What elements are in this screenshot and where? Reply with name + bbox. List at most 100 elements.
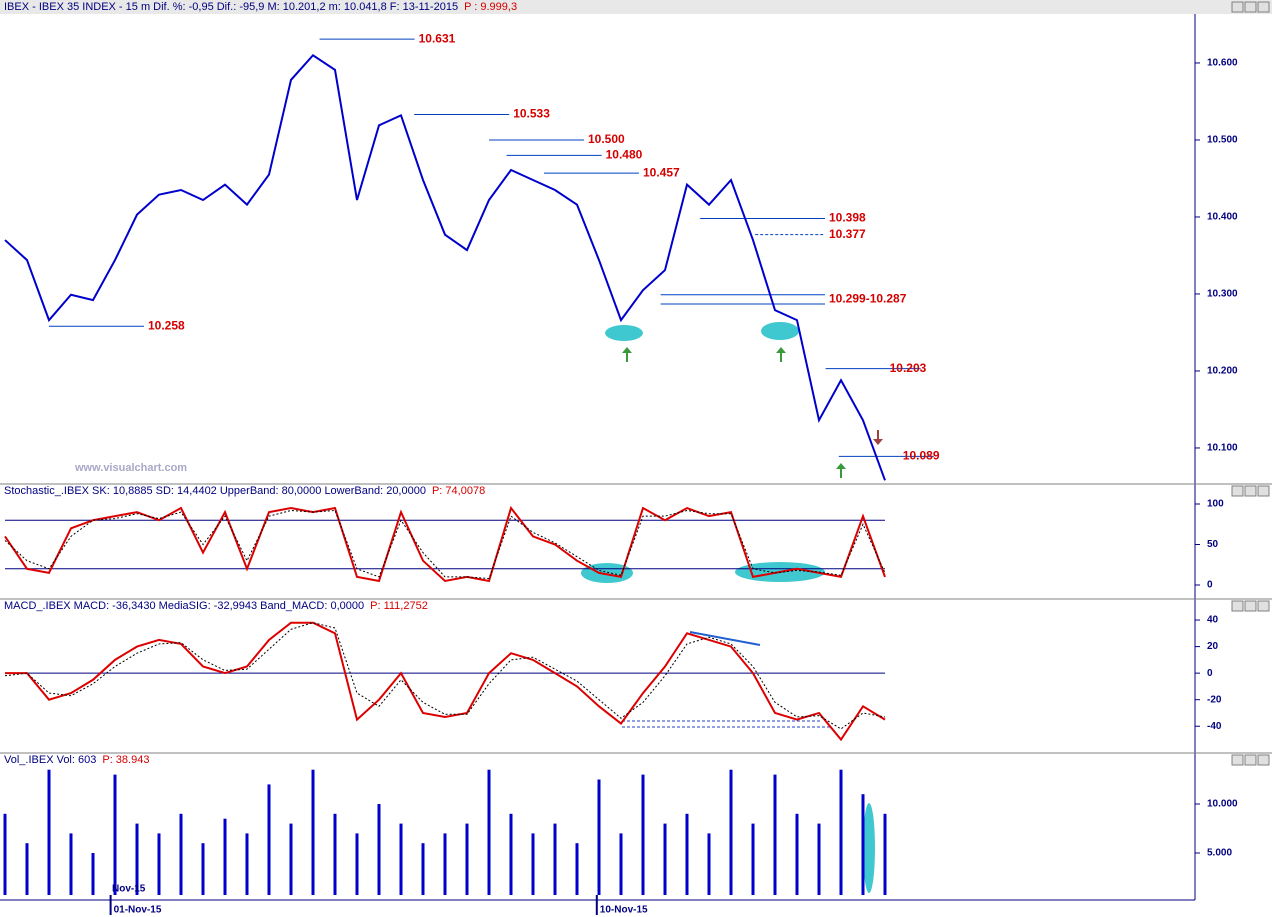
- bar: [91, 852, 95, 895]
- level-label: 10.398: [829, 211, 866, 225]
- window-button: [1257, 1, 1270, 13]
- bar: [751, 823, 755, 895]
- bar: [421, 843, 425, 895]
- y-tick-label: 40: [1207, 615, 1219, 626]
- bar: [355, 833, 359, 895]
- bar: [3, 813, 7, 895]
- y-tick-label: 10.300: [1207, 289, 1238, 300]
- bar: [861, 794, 865, 895]
- bar: [465, 823, 469, 895]
- bar: [377, 804, 381, 895]
- bar: [201, 843, 205, 895]
- series-line: [4, 509, 886, 580]
- y-tick-label: 10.100: [1207, 443, 1238, 454]
- bar: [641, 774, 645, 895]
- bar: [223, 818, 227, 895]
- trend-line: [689, 631, 761, 646]
- bar: [487, 769, 491, 895]
- arrow-up: [622, 347, 632, 362]
- window-button: [1231, 754, 1244, 766]
- header-text: MACD_.IBEX MACD: -36,3430 MediaSIG: -32,…: [4, 600, 364, 612]
- y-tick-label: 20: [1207, 641, 1219, 652]
- level-label: 10.480: [606, 148, 643, 162]
- bar: [597, 779, 601, 895]
- level-label: 10.203: [890, 361, 927, 375]
- header-price: P : 9.999,3: [464, 1, 517, 13]
- x-tick-label: 01-Nov-15: [114, 905, 162, 916]
- y-tick-label: 10.400: [1207, 212, 1238, 223]
- bar: [289, 823, 293, 895]
- highlight: [863, 803, 875, 893]
- y-tick-label: -40: [1207, 721, 1222, 732]
- series-line: [4, 622, 886, 730]
- window-button: [1244, 1, 1257, 13]
- bar: [729, 769, 733, 895]
- bar: [333, 813, 337, 895]
- y-tick-label: 0: [1207, 580, 1213, 591]
- y-tick-label: 5.000: [1207, 848, 1232, 859]
- bar: [817, 823, 821, 895]
- y-tick-label: 50: [1207, 539, 1219, 550]
- window-button: [1231, 485, 1244, 497]
- x-tick-label: 10-Nov-15: [600, 905, 648, 916]
- watermark: www.visualchart.com: [74, 462, 187, 474]
- y-tick-label: 10.600: [1207, 58, 1238, 69]
- arrow-up: [836, 463, 846, 478]
- level-label: 10.299-10.287: [829, 292, 907, 306]
- window-button: [1231, 600, 1244, 612]
- annotation: Nov-15: [112, 884, 146, 895]
- y-tick-label: 10.000: [1207, 799, 1238, 810]
- bar: [663, 823, 667, 895]
- bar: [47, 769, 51, 895]
- panel-header: Vol_.IBEX Vol: 603 P: 38.943: [4, 754, 149, 766]
- bar: [619, 833, 623, 895]
- bar: [245, 833, 249, 895]
- bar: [795, 813, 799, 895]
- header-text: Stochastic_.IBEX SK: 10,8885 SD: 14,4402…: [4, 485, 426, 497]
- bar: [707, 833, 711, 895]
- window-button: [1231, 1, 1244, 13]
- bar: [311, 769, 315, 895]
- level-label: 10.377: [829, 227, 866, 241]
- header-price: P: 38.943: [102, 754, 149, 766]
- series-line: [4, 505, 886, 583]
- y-tick-label: -20: [1207, 694, 1222, 705]
- arrow-down: [873, 430, 883, 445]
- highlight: [761, 322, 799, 340]
- header-text: Vol_.IBEX Vol: 603: [4, 754, 96, 766]
- header-price: P: 74,0078: [432, 485, 485, 497]
- bar: [773, 774, 777, 895]
- level-label: 10.500: [588, 132, 625, 146]
- window-button: [1244, 600, 1257, 612]
- window-button: [1257, 754, 1270, 766]
- level-label: 10.258: [148, 318, 185, 332]
- y-tick-label: 0: [1207, 668, 1213, 679]
- bar: [509, 813, 513, 895]
- bar: [685, 813, 689, 895]
- arrow-up: [776, 347, 786, 362]
- bar: [113, 774, 117, 895]
- level-label: 10.631: [419, 31, 456, 45]
- highlight: [605, 325, 643, 341]
- highlight: [581, 563, 633, 583]
- bar: [443, 833, 447, 895]
- bar: [531, 833, 535, 895]
- title-bar: [0, 0, 1272, 14]
- panel-header: MACD_.IBEX MACD: -36,3430 MediaSIG: -32,…: [4, 600, 428, 612]
- bar: [575, 843, 579, 895]
- bar: [553, 823, 557, 895]
- level-label: 10.457: [643, 165, 680, 179]
- bar: [157, 833, 161, 895]
- header-text: IBEX - IBEX 35 INDEX - 15 m Dif. %: -0,9…: [4, 1, 458, 13]
- bar: [399, 823, 403, 895]
- window-button: [1257, 485, 1270, 497]
- bar: [179, 813, 183, 895]
- window-button: [1257, 600, 1270, 612]
- bar: [267, 784, 271, 895]
- series-line: [4, 53, 886, 481]
- y-tick-label: 10.200: [1207, 366, 1238, 377]
- bar: [69, 833, 73, 895]
- series-line: [5, 621, 886, 742]
- bar: [135, 823, 139, 895]
